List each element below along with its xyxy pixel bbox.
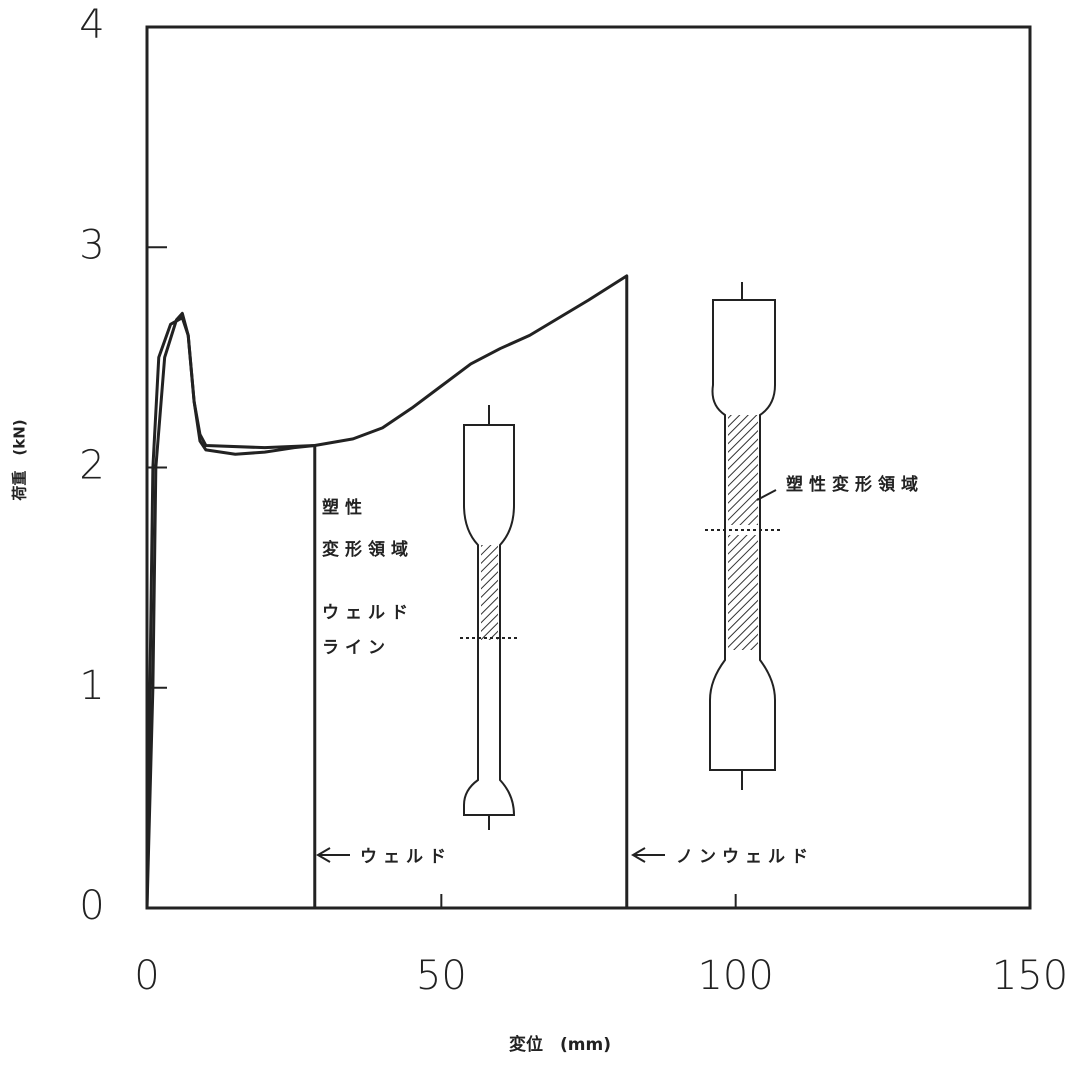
series-label: ノンウェルド bbox=[676, 847, 814, 867]
x-tick-label: 0 bbox=[134, 953, 159, 999]
annotation: ウェルド bbox=[322, 603, 414, 623]
y-axis-title: 荷重 (kN) bbox=[11, 419, 29, 500]
x-tick-label: 150 bbox=[992, 953, 1068, 999]
x-axis-title: 変位 (mm) bbox=[509, 1034, 611, 1055]
y-tick-label: 1 bbox=[79, 663, 104, 709]
arrow bbox=[631, 847, 665, 863]
series-label: ウェルド bbox=[360, 847, 452, 867]
x-tick-label: 100 bbox=[697, 953, 773, 999]
line-series bbox=[145, 316, 317, 909]
specimen-weld bbox=[460, 405, 518, 830]
annotation: ライン bbox=[322, 638, 391, 658]
arrow bbox=[316, 847, 350, 863]
y-tick-label: 2 bbox=[79, 443, 104, 489]
line-series bbox=[145, 274, 629, 909]
x-tick-label: 50 bbox=[416, 953, 467, 999]
annotation: 塑性 bbox=[322, 497, 368, 518]
plot-frame bbox=[145, 25, 1032, 910]
y-tick-label: 0 bbox=[79, 883, 104, 929]
y-tick-label: 3 bbox=[79, 222, 104, 268]
annotation: 変形領域 bbox=[322, 539, 414, 560]
annotation: 塑性変形領域 bbox=[786, 474, 924, 495]
specimen-nonweld bbox=[705, 282, 780, 790]
leader bbox=[756, 489, 777, 501]
y-tick-label: 4 bbox=[79, 2, 104, 48]
